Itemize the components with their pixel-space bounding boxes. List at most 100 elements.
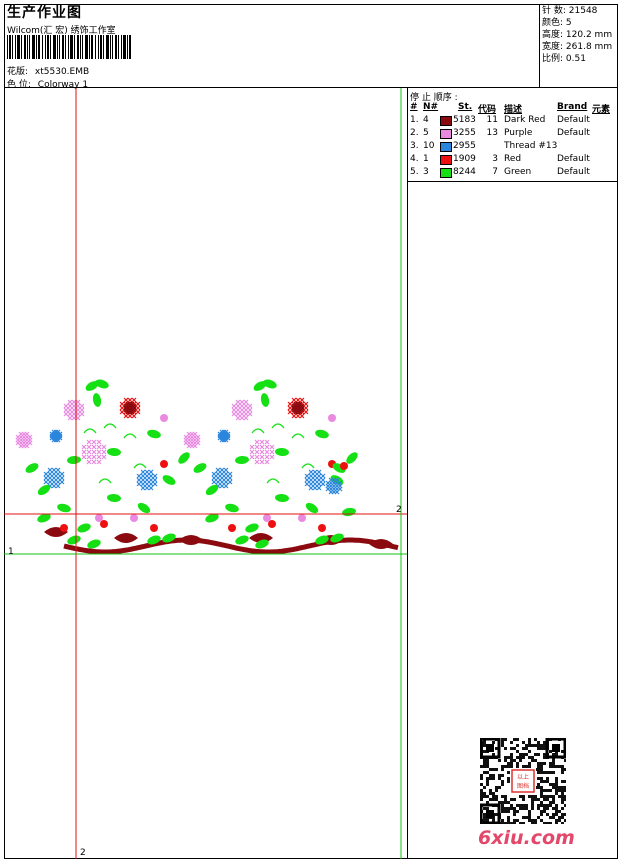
qr-module <box>513 798 516 801</box>
watermark: 6xiu.com <box>478 827 575 849</box>
qr-module <box>543 822 546 824</box>
qr-module <box>516 738 519 741</box>
leaf <box>342 507 356 517</box>
cross-stitch-red <box>295 397 301 403</box>
qr-module <box>537 798 540 801</box>
cross-stitch-blue <box>51 471 57 477</box>
qr-module <box>513 738 516 741</box>
cross-stitch-pink <box>243 415 249 421</box>
cross-stitch-pink <box>71 411 77 417</box>
cross-stitch-red <box>127 397 133 403</box>
qr-module <box>546 804 549 807</box>
qr-module <box>546 798 549 801</box>
cross-stitch-pink <box>254 439 260 445</box>
qr-module <box>522 807 525 810</box>
qr-module <box>519 759 522 762</box>
qr-module <box>564 780 566 783</box>
qr-module <box>519 822 522 824</box>
qr-module <box>561 807 564 810</box>
qr-module <box>504 765 507 768</box>
qr-module <box>501 783 504 786</box>
qr-module <box>537 786 540 789</box>
cross-stitch-pink <box>79 411 85 417</box>
color-swatch <box>440 142 452 152</box>
cross-stitch-pink <box>75 403 81 409</box>
cross-stitch-blue <box>140 469 146 475</box>
cross-stitch-red <box>127 413 133 419</box>
qr-module <box>489 774 492 777</box>
qr-module <box>549 795 552 798</box>
cross-stitch-blue <box>219 475 225 481</box>
row-st: 2955 <box>453 141 476 151</box>
qr-module <box>507 810 510 813</box>
row-st: 1909 <box>453 154 476 164</box>
qr-module <box>507 807 510 810</box>
cross-stitch-blue <box>59 475 65 481</box>
frame-right <box>617 4 618 859</box>
cross-stitch-pink <box>254 444 260 450</box>
qr-module <box>543 771 546 774</box>
qr-module <box>543 747 546 750</box>
tendril <box>271 423 285 429</box>
bud-pink <box>263 514 271 522</box>
leaf <box>346 452 358 464</box>
cross-stitch-red <box>123 397 129 403</box>
cross-stitch-pink <box>235 403 241 409</box>
cross-stitch-pink <box>243 403 249 409</box>
qr-module <box>516 804 519 807</box>
cross-stitch-blue <box>308 469 314 475</box>
border-curl <box>369 539 393 549</box>
cross-stitch-pink <box>96 449 102 455</box>
qr-module <box>507 819 510 822</box>
qr-module <box>486 783 489 786</box>
row-seq: 4. <box>410 154 419 164</box>
cross-stitch-blue <box>227 475 233 481</box>
qr-module <box>504 798 507 801</box>
cross-stitch-pink <box>75 407 81 413</box>
cross-stitch-red <box>299 397 305 403</box>
cross-stitch-pink <box>269 454 275 460</box>
cross-stitch-blue <box>215 471 221 477</box>
cross-stitch-blue <box>148 473 154 479</box>
row-st: 5183 <box>453 115 476 125</box>
qr-module <box>540 780 543 783</box>
row-n: 10 <box>423 141 435 151</box>
cross-stitch-red <box>123 413 129 419</box>
cross-stitch-blue <box>215 467 221 473</box>
cross-stitch-blue <box>211 475 217 481</box>
qr-module <box>486 801 489 804</box>
qr-module <box>510 753 513 756</box>
qr-module <box>510 762 513 765</box>
qr-module <box>540 810 543 813</box>
tendril <box>83 428 97 434</box>
qr-module <box>549 801 552 804</box>
qr-module <box>549 789 552 792</box>
cross-stitch-pink <box>259 459 265 465</box>
leaf <box>305 502 319 514</box>
qr-module <box>483 795 486 798</box>
qr-module <box>552 801 555 804</box>
cross-stitch-blue <box>136 477 142 483</box>
color-swatch <box>440 155 452 165</box>
row-n: 4 <box>423 115 429 125</box>
qr-module <box>534 795 537 798</box>
cross-stitch-pink <box>63 411 69 417</box>
tendril <box>291 433 305 439</box>
qr-module <box>504 795 507 798</box>
qr-module <box>522 741 525 744</box>
qr-module <box>501 822 504 824</box>
cross-stitch-pink <box>254 454 260 460</box>
qr-module <box>552 795 555 798</box>
qr-module <box>543 795 546 798</box>
qr-module <box>531 807 534 810</box>
cross-stitch-blue <box>312 485 318 491</box>
cross-stitch-pink <box>269 449 275 455</box>
qr-module <box>540 819 543 822</box>
cross-stitch-blue <box>304 473 310 479</box>
qr-module <box>495 786 498 789</box>
row-desc: Thread #13 <box>504 141 558 151</box>
leaf <box>137 502 151 514</box>
qr-module <box>531 804 534 807</box>
row-brand: Default <box>557 115 590 125</box>
qr-module <box>549 816 552 819</box>
